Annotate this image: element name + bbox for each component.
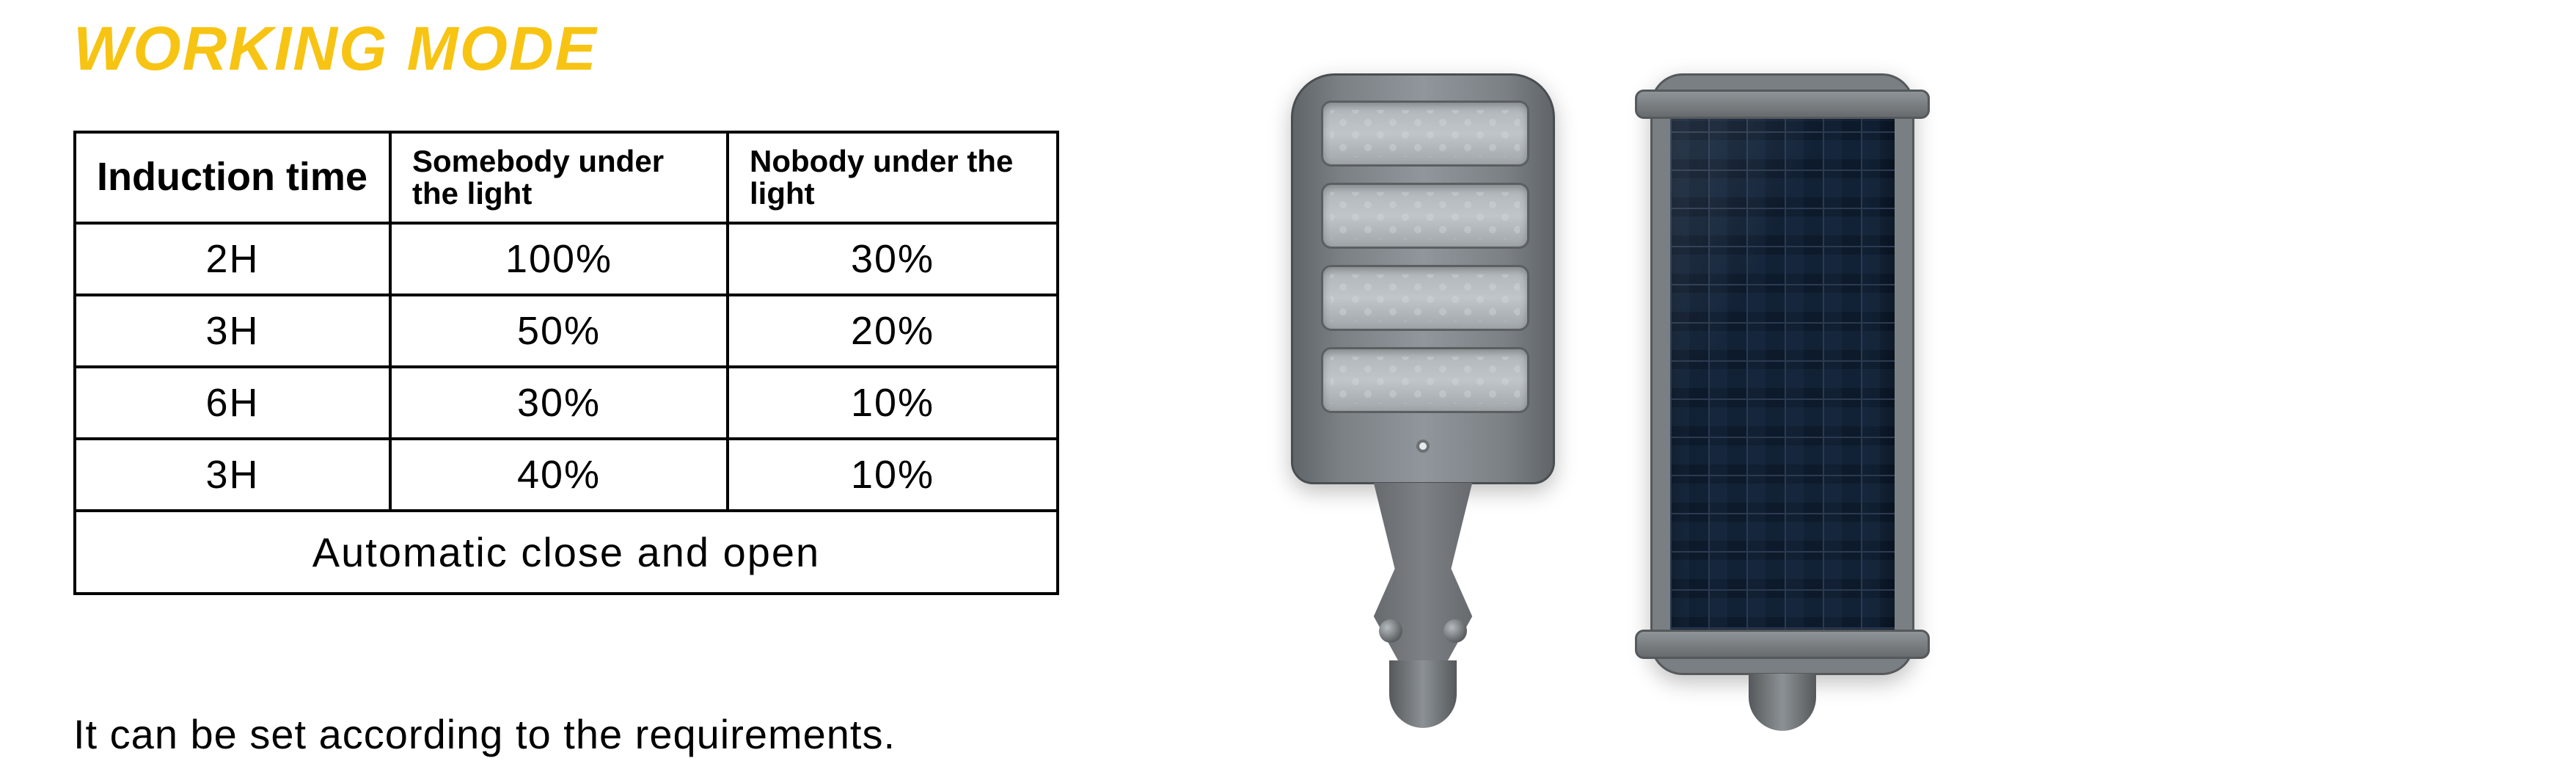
table-footer-row: Automatic close and open xyxy=(75,511,1058,594)
table-header-row: Induction time Somebody under the light … xyxy=(75,132,1058,223)
product-images xyxy=(1291,73,1914,734)
cell: 10% xyxy=(728,367,1058,439)
solar-panel-icon xyxy=(1670,93,1895,655)
table-footer: Automatic close and open xyxy=(75,511,1058,594)
mount-bracket xyxy=(1635,90,1930,119)
pole-stub xyxy=(1749,674,1816,731)
cell: 3H xyxy=(75,295,390,367)
cell: 30% xyxy=(728,223,1058,295)
mount-screws xyxy=(1379,619,1467,649)
cell: 20% xyxy=(728,295,1058,367)
section-heading: WORKING MODE xyxy=(73,13,598,84)
col-header-nobody: Nobody under the light xyxy=(728,132,1058,223)
product-image-front xyxy=(1291,73,1555,734)
pir-sensor-icon xyxy=(1419,442,1427,450)
cell: 30% xyxy=(390,367,728,439)
table-row: 3H 50% 20% xyxy=(75,295,1058,367)
led-panel-icon xyxy=(1321,265,1529,331)
led-panel-icon xyxy=(1321,347,1529,413)
cell: 50% xyxy=(390,295,728,367)
mount-bracket xyxy=(1635,630,1930,659)
table-row: 3H 40% 10% xyxy=(75,439,1058,511)
pole-stub xyxy=(1389,660,1457,728)
col-header-induction: Induction time xyxy=(75,132,390,223)
table: Induction time Somebody under the light … xyxy=(73,131,1059,595)
product-image-back xyxy=(1650,73,1914,734)
table-row: 6H 30% 10% xyxy=(75,367,1058,439)
cell: 10% xyxy=(728,439,1058,511)
led-panel-icon xyxy=(1321,183,1529,249)
col-header-somebody: Somebody under the light xyxy=(390,132,728,223)
cell: 3H xyxy=(75,439,390,511)
cell: 100% xyxy=(390,223,728,295)
cell: 40% xyxy=(390,439,728,511)
table-row: 2H 100% 30% xyxy=(75,223,1058,295)
table-caption: It can be set according to the requireme… xyxy=(73,710,896,758)
led-panel-icon xyxy=(1321,101,1529,167)
light-housing xyxy=(1291,73,1555,484)
cell: 6H xyxy=(75,367,390,439)
back-housing xyxy=(1650,73,1914,675)
cell: 2H xyxy=(75,223,390,295)
working-mode-table: Induction time Somebody under the light … xyxy=(73,131,1059,595)
